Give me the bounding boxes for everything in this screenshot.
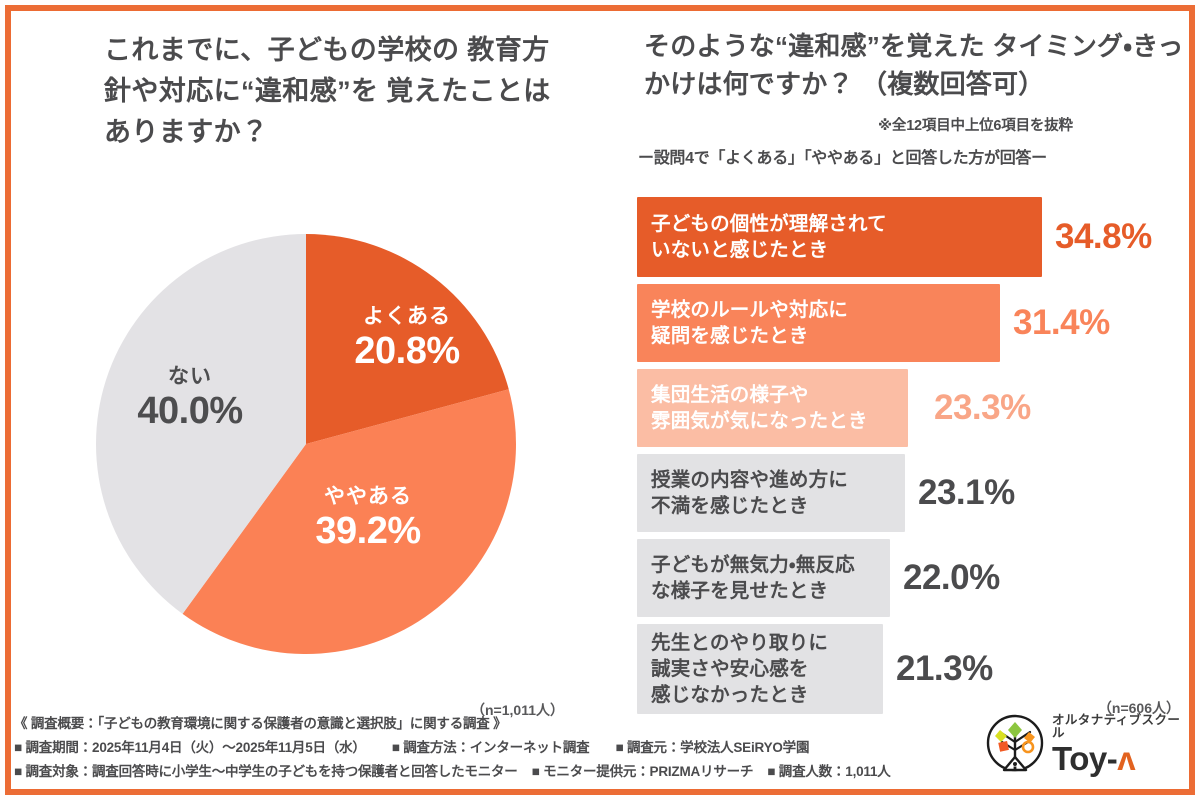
footer-text-block: 《 調査概要：「子どもの教育環境に関する保護者の意識と選択肢」に関する調査 》 …: [14, 712, 994, 784]
bar-fill-5: [637, 624, 883, 714]
footer-survey-period: ■ 調査期間：2025年11月4日（火）〜2025年11月5日（水）: [14, 740, 366, 756]
bar-value-label: 22.0%: [903, 558, 1000, 597]
bar-category-label: 学校のルールや対応に 疑問を感じたとき: [651, 298, 849, 347]
footer-respondent-count: ■ 調査人数：1,011人: [767, 764, 891, 780]
pie-slice-1: [182, 389, 516, 654]
pie-slice-2: [96, 234, 306, 614]
footer-line-target-monitor-count: ■ 調査対象：調査回答時に小学生〜中学生の子どもを持つ保護者と回答したモニター ■…: [14, 760, 994, 784]
bar-row: 学校のルールや対応に 疑問を感じたとき 31.4%: [637, 284, 1186, 362]
right-panel-subtitle: ー設問4で「よくある」「ややある」と回答した方が回答ー: [638, 150, 1047, 167]
logo-wordmark-main: Toy-: [1052, 740, 1118, 777]
bar-row: 子どもが無気力・無反応 な様子を見せたとき 22.0%: [637, 539, 1186, 617]
bar-value-label: 31.4%: [1013, 303, 1110, 342]
bar-value-label: 23.3%: [934, 388, 1031, 427]
footer-line-survey-overview: 《 調査概要：「子どもの教育環境に関する保護者の意識と選択肢」に関する調査 》: [14, 716, 507, 731]
bar-category-label: 先生とのやり取りに 誠実さや安心感を 感じなかったとき: [651, 631, 829, 707]
footer-monitor-provider: ■ モニター提供元：PRIZMAリサーチ: [531, 764, 754, 780]
bar-value-label: 21.3%: [896, 649, 993, 688]
bar-row: 集団生活の様子や 雰囲気が気になったとき 23.3%: [637, 369, 1186, 447]
footer-survey-method: ■ 調査方法：インターネット調査: [391, 740, 590, 756]
footer-line-period-method-source: ■ 調査期間：2025年11月4日（火）〜2025年11月5日（水） ■ 調査方法…: [14, 736, 994, 760]
bar-fill-2: [637, 369, 908, 447]
logo-wordmark-accent: ʌ: [1117, 740, 1136, 777]
left-panel-title: これまでに、子どもの学校の 教育方針や対応に“違和感”を 覚えたことはありますか…: [104, 35, 551, 148]
pie-chart: よくある 20.8% ややある 39.2% ない 40.0%: [80, 218, 532, 670]
pie-slice-0: [306, 234, 509, 444]
bar-row: 先生とのやり取りに 誠実さや安心感を 感じなかったとき 21.3%: [637, 624, 1186, 714]
right-panel-title: そのような“違和感”を覚えた タイミング・きっかけは何ですか？ （複数回答可）: [644, 31, 1184, 99]
bar-value-label: 34.8%: [1055, 217, 1152, 256]
footer-survey-target: ■ 調査対象：調査回答時に小学生〜中学生の子どもを持つ保護者と回答したモニター: [14, 764, 518, 780]
logo-text-block: オルタナティブスクール Toy-ʌ: [1052, 714, 1186, 775]
right-panel-note: ※全12項目中上位6項目を抜粋: [878, 118, 1073, 134]
left-sample-size: （n=1,011人）: [471, 702, 564, 718]
bar-category-label: 子どもの個性が理解されて いないと感じたとき: [651, 212, 887, 261]
tree-house-circle-icon: [986, 714, 1044, 772]
logo-subtitle: オルタナティブスクール: [1052, 713, 1181, 740]
bar-row: 子どもの個性が理解されて いないと感じたとき 34.8%: [637, 197, 1186, 277]
bar-category-label: 集団生活の様子や 雰囲気が気になったとき: [651, 383, 868, 432]
bar-category-label: 子どもが無気力・無反応 な様子を見せたとき: [651, 553, 855, 602]
right-sample-size: （n=606人）: [1097, 700, 1180, 716]
left-panel: これまでに、子どもの学校の 教育方針や対応に“違和感”を 覚えたことはありますか…: [14, 14, 614, 718]
pie-chart-svg: [96, 234, 516, 654]
bar-fill-4: [637, 539, 890, 617]
footer-survey-source: ■ 調査元：学校法人SEiRYO学園: [615, 740, 810, 756]
bar-chart: 子どもの個性が理解されて いないと感じたとき 34.8% 学校のルールや対応に 疑問…: [637, 183, 1186, 714]
right-panel: そのような“違和感”を覚えた タイミング・きっかけは何ですか？ （複数回答可） …: [630, 14, 1186, 716]
bar-fill-1: [637, 284, 1000, 362]
logo-wordmark: Toy-ʌ: [1052, 742, 1186, 775]
bar-row: 授業の内容や進め方に 不満を感じたとき 23.1%: [637, 454, 1186, 532]
footer: 《 調査概要：「子どもの教育環境に関する保護者の意識と選択肢」に関する調査 》 …: [14, 712, 1186, 786]
bar-value-label: 23.1%: [918, 473, 1015, 512]
bar-fill-0: [637, 197, 1042, 277]
bar-category-label: 授業の内容や進め方に 不満を感じたとき: [651, 468, 849, 517]
brand-logo: オルタナティブスクール Toy-ʌ: [982, 710, 1186, 782]
bar-fill-3: [637, 454, 905, 532]
